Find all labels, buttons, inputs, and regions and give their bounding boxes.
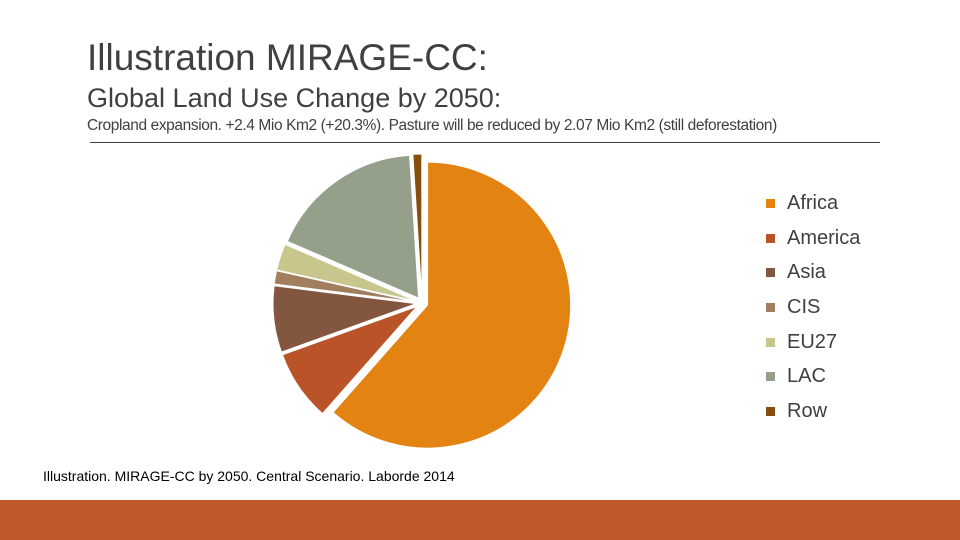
legend-swatch [766,233,775,243]
legend-swatch [766,198,775,208]
legend-item-lac: LAC [766,359,860,394]
title-underline [90,142,880,143]
legend-item-cis: CIS [766,290,860,325]
pie-slice-lac [286,154,420,299]
footer-bar [0,500,960,540]
slide-subtitle: Global Land Use Change by 2050: [87,83,502,113]
pie-slice-africa [332,161,572,449]
legend-item-row: Row [766,394,860,429]
legend-label: CIS [787,295,821,318]
legend-label: Row [787,399,828,422]
legend-item-america: America [766,221,860,256]
slide-title: Illustration MIRAGE-CC: [87,37,488,78]
pie-slice-row [412,153,423,298]
pie-slice-asia [272,285,417,353]
pie-slice-eu27 [276,243,417,302]
legend-label: America [787,226,861,249]
legend-label: LAC [787,365,826,388]
legend-swatch [766,406,775,416]
legend-label: Africa [787,191,839,214]
chart-legend: Africa America Asia CIS EU27 LAC Row [766,186,860,429]
legend-label: EU27 [787,330,838,353]
pie-slice-cis [273,270,417,303]
source-caption: Illustration. MIRAGE-CC by 2050. Central… [43,468,455,484]
pie-slice-america [281,305,418,415]
legend-swatch [766,302,775,312]
legend-swatch [766,337,775,347]
legend-swatch [766,268,775,278]
legend-item-eu27: EU27 [766,325,860,360]
legend-swatch [766,372,775,382]
legend-item-asia: Asia [766,255,860,290]
legend-label: Asia [787,261,826,284]
legend-item-africa: Africa [766,186,860,221]
slide-description: Cropland expansion. +2.4 Mio Km2 (+20.3%… [87,117,777,134]
